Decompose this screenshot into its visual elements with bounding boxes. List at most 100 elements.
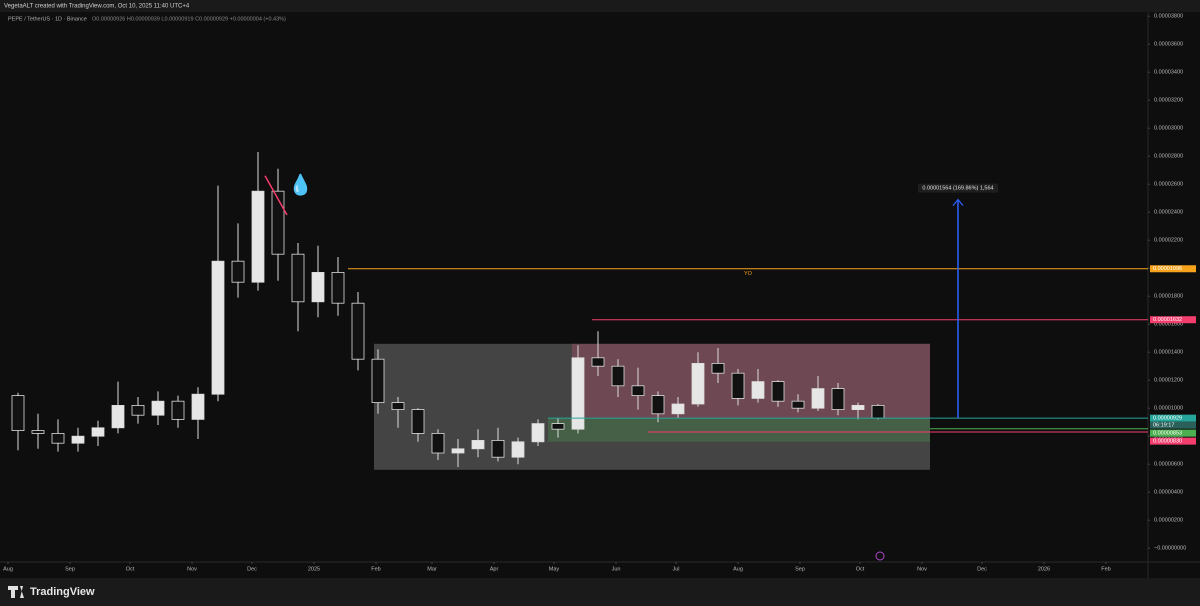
price-label: 0.00001632 <box>1153 317 1182 323</box>
candle-body <box>151 400 165 416</box>
x-tick-label: Feb <box>1101 566 1110 572</box>
candle-body <box>871 404 885 419</box>
candle-body <box>751 381 765 399</box>
y-tick-label: 0.00001200 <box>1154 378 1183 384</box>
y-tick-label: 0.00001600 <box>1154 322 1183 328</box>
plot: −0.00000000 0.00000200 0.00000400 0.0000060… <box>3 14 1196 572</box>
candle-body <box>291 253 305 303</box>
candle-body <box>671 403 685 415</box>
ohlc: O0.00000926 H0.00000939 L0.00000919 C0.0… <box>92 16 286 22</box>
candle-body <box>371 358 385 404</box>
x-tick-label: Sep <box>795 566 805 572</box>
price-label-bg <box>1150 437 1196 445</box>
y-tick-label: 0.00003800 <box>1154 14 1183 20</box>
candle-body <box>731 372 745 399</box>
candle-body <box>511 441 525 458</box>
y-tick-label: 0.00000800 <box>1154 434 1183 440</box>
candle-body <box>771 381 785 402</box>
countdown: 06:19:17 <box>1153 423 1174 429</box>
candle-body <box>831 388 845 411</box>
candle-body <box>71 435 85 444</box>
y-tick-label: 0.00003600 <box>1154 42 1183 48</box>
candle-body <box>191 393 205 420</box>
event-icon <box>875 551 885 561</box>
candle-body <box>471 439 485 450</box>
credit: VegetaALT created with TradingView.com, … <box>4 4 190 10</box>
header-bar <box>0 0 1200 12</box>
x-tick-label: Jul <box>672 566 679 572</box>
x-tick-label: Feb <box>371 566 380 572</box>
price-label-bg <box>1150 414 1196 422</box>
candle-body <box>391 402 405 411</box>
x-tick-label: Aug <box>3 566 13 572</box>
candle-body <box>351 302 365 360</box>
drop-icon: 💧 <box>288 172 313 196</box>
price-label: 0.00000853 <box>1153 431 1182 437</box>
measure-label-bg <box>918 183 998 193</box>
y-tick-label: 0.00002200 <box>1154 238 1183 244</box>
y-tick-label: 0.00003400 <box>1154 70 1183 76</box>
candle-body <box>251 190 265 283</box>
line-text: YO <box>744 271 753 277</box>
y-tick-label: 0.00003200 <box>1154 98 1183 104</box>
candle-body <box>211 260 225 395</box>
logo <box>8 586 24 598</box>
y-tick-label: 0.00001400 <box>1154 350 1183 356</box>
candle-body <box>111 404 125 429</box>
candle-body <box>591 357 605 367</box>
x-tick-label: Oct <box>126 566 135 572</box>
zone <box>572 343 930 418</box>
x-tick-label: Oct <box>856 566 865 572</box>
candle-body <box>431 432 445 454</box>
candle-body <box>311 271 325 303</box>
y-tick-label: 0.00000200 <box>1154 518 1183 524</box>
candle-body <box>851 404 865 410</box>
candle-body <box>451 448 465 454</box>
brand: TradingView <box>30 586 95 598</box>
candle-body <box>791 400 805 409</box>
candle-body <box>171 400 185 420</box>
candle-body <box>11 395 25 432</box>
price-label: 0.00000929 <box>1153 416 1182 422</box>
y-tick-label: 0.00002600 <box>1154 182 1183 188</box>
candle-body <box>651 395 665 415</box>
x-tick-label: Dec <box>977 566 987 572</box>
candle-body <box>611 365 625 387</box>
trendline <box>264 175 288 216</box>
price-label: 0.00000830 <box>1153 439 1182 445</box>
x-tick-label: 2025 <box>308 566 320 572</box>
candle-body <box>91 427 105 437</box>
candle-body <box>531 423 545 443</box>
y-tick-label: 0.00002400 <box>1154 210 1183 216</box>
candle-body <box>571 357 585 430</box>
price-label-bg <box>1150 316 1196 324</box>
symbol: PEPE / TetherUS · 1D · Binance <box>8 16 87 22</box>
price-label-bg <box>1150 429 1196 437</box>
price-label-bg <box>1150 265 1196 273</box>
y-tick-label: 0.00001000 <box>1154 406 1183 412</box>
x-tick-label: Aug <box>733 566 743 572</box>
x-tick-label: 2026 <box>1038 566 1050 572</box>
measure-head <box>952 198 964 206</box>
y-tick-label: 0.00003000 <box>1154 126 1183 132</box>
footer-bar <box>0 578 1200 606</box>
candle-body <box>231 260 245 283</box>
countdown-bg <box>1150 421 1196 429</box>
y-tick-label: −0.00000000 <box>1154 546 1186 552</box>
x-tick-label: Dec <box>247 566 257 572</box>
candle-body <box>691 362 705 405</box>
candle-body <box>331 271 345 304</box>
candle-body <box>811 388 825 409</box>
y-tick-label: 0.00001800 <box>1154 294 1183 300</box>
candle-body <box>31 430 45 434</box>
measure-label: 0.00001564 (169.86%) 1,564 <box>922 186 993 192</box>
x-tick-label: Mar <box>427 566 437 572</box>
candle-body <box>51 432 65 444</box>
price-label: 0.00001996 <box>1153 266 1182 272</box>
x-tick-label: May <box>549 566 560 572</box>
y-tick-label: 0.00000400 <box>1154 490 1183 496</box>
x-tick-label: Jun <box>612 566 621 572</box>
